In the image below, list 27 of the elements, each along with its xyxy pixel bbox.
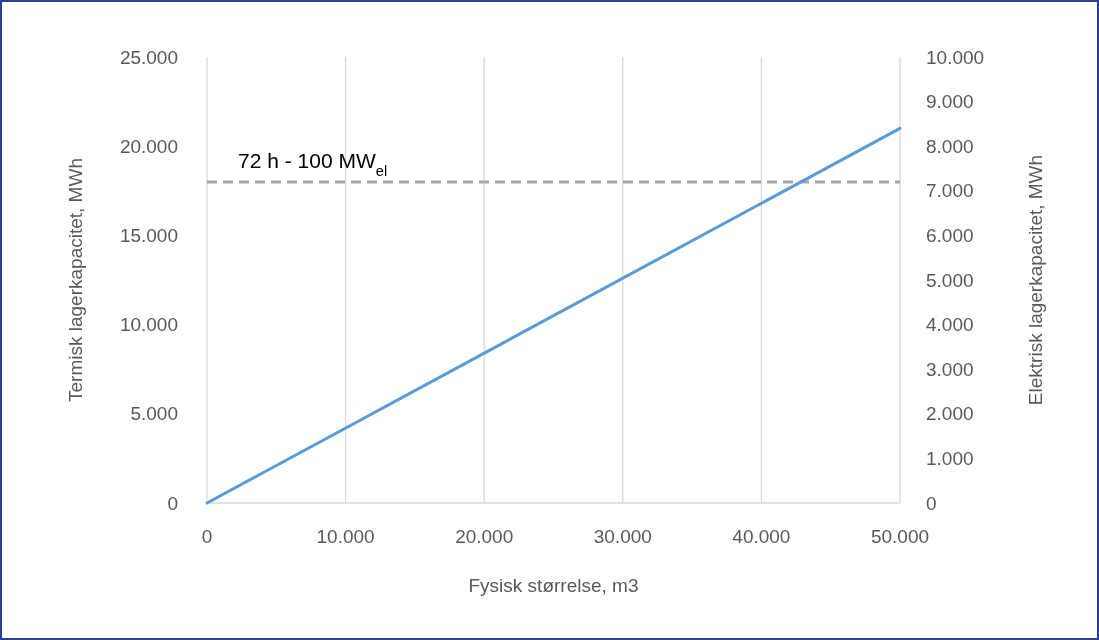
- x-tick-label: 40.000: [732, 526, 791, 547]
- y2-axis-title: Elektrisk lagerkapacitet, MWh: [1025, 154, 1046, 406]
- y2-tick-label: 1.000: [926, 448, 974, 470]
- x-axis-title: Fysisk størrelse, m3: [468, 575, 639, 596]
- y2-tick-label: 9.000: [926, 91, 974, 113]
- y2-tick-label: 4.000: [926, 314, 974, 336]
- y2-tick-label: 5.000: [926, 269, 974, 291]
- y2-tick-label: 3.000: [926, 358, 974, 380]
- x-tick-label: 10.000: [316, 526, 375, 547]
- y-tick-label: 15.000: [119, 225, 178, 247]
- y-tick-label: 25.000: [119, 46, 178, 68]
- y2-tick-label: 10.000: [926, 46, 985, 68]
- x-tick-label: 20.000: [455, 526, 514, 547]
- y2-tick-label: 8.000: [926, 135, 974, 157]
- y2-tick-label: 6.000: [926, 225, 974, 247]
- y2-tick-label: 7.000: [926, 180, 974, 202]
- ref-line-label: 72 h - 100 MW$_{el}$: [238, 148, 388, 179]
- x-tick-label: 50.000: [870, 526, 930, 547]
- y2-tick-label: 0: [926, 492, 937, 514]
- y-tick-label: 20.000: [119, 135, 178, 157]
- x-tick-label: 0: [201, 526, 213, 547]
- y-tick-label: 0: [167, 492, 178, 514]
- y-tick-label: 10.000: [119, 314, 178, 336]
- y-axis-title: Termisk lagerkapacitet, MWh: [65, 158, 86, 402]
- x-tick-label: 30.000: [593, 526, 652, 547]
- y2-tick-label: 2.000: [926, 403, 974, 425]
- y-tick-label: 5.000: [130, 403, 178, 425]
